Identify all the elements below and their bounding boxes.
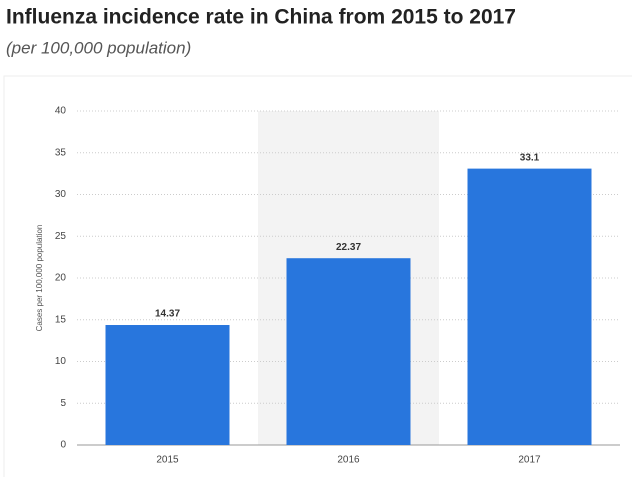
y-axis-label: Cases per 100,000 population [35, 225, 44, 332]
bar [286, 258, 411, 445]
bar [467, 168, 592, 446]
x-tick-label: 2016 [337, 455, 360, 466]
y-tick-label: 35 [55, 147, 67, 158]
y-tick-label: 30 [55, 189, 67, 200]
value-label: 33.1 [520, 152, 540, 163]
y-tick-label: 25 [55, 231, 67, 242]
x-tick-label: 2015 [156, 455, 179, 466]
value-label: 14.37 [155, 309, 180, 320]
y-tick-label: 20 [55, 273, 67, 284]
y-tick-label: 10 [55, 356, 67, 367]
chart-title: Influenza incidence rate in China from 2… [6, 6, 516, 29]
chart-subtitle: (per 100,000 population) [6, 38, 191, 57]
y-tick-label: 40 [55, 106, 67, 117]
bar [105, 325, 230, 445]
y-tick-label: 5 [60, 398, 66, 409]
y-tick-label: 15 [55, 314, 67, 325]
y-tick-label: 0 [60, 440, 66, 451]
x-tick-label: 2017 [518, 455, 541, 466]
value-label: 22.37 [336, 242, 361, 253]
